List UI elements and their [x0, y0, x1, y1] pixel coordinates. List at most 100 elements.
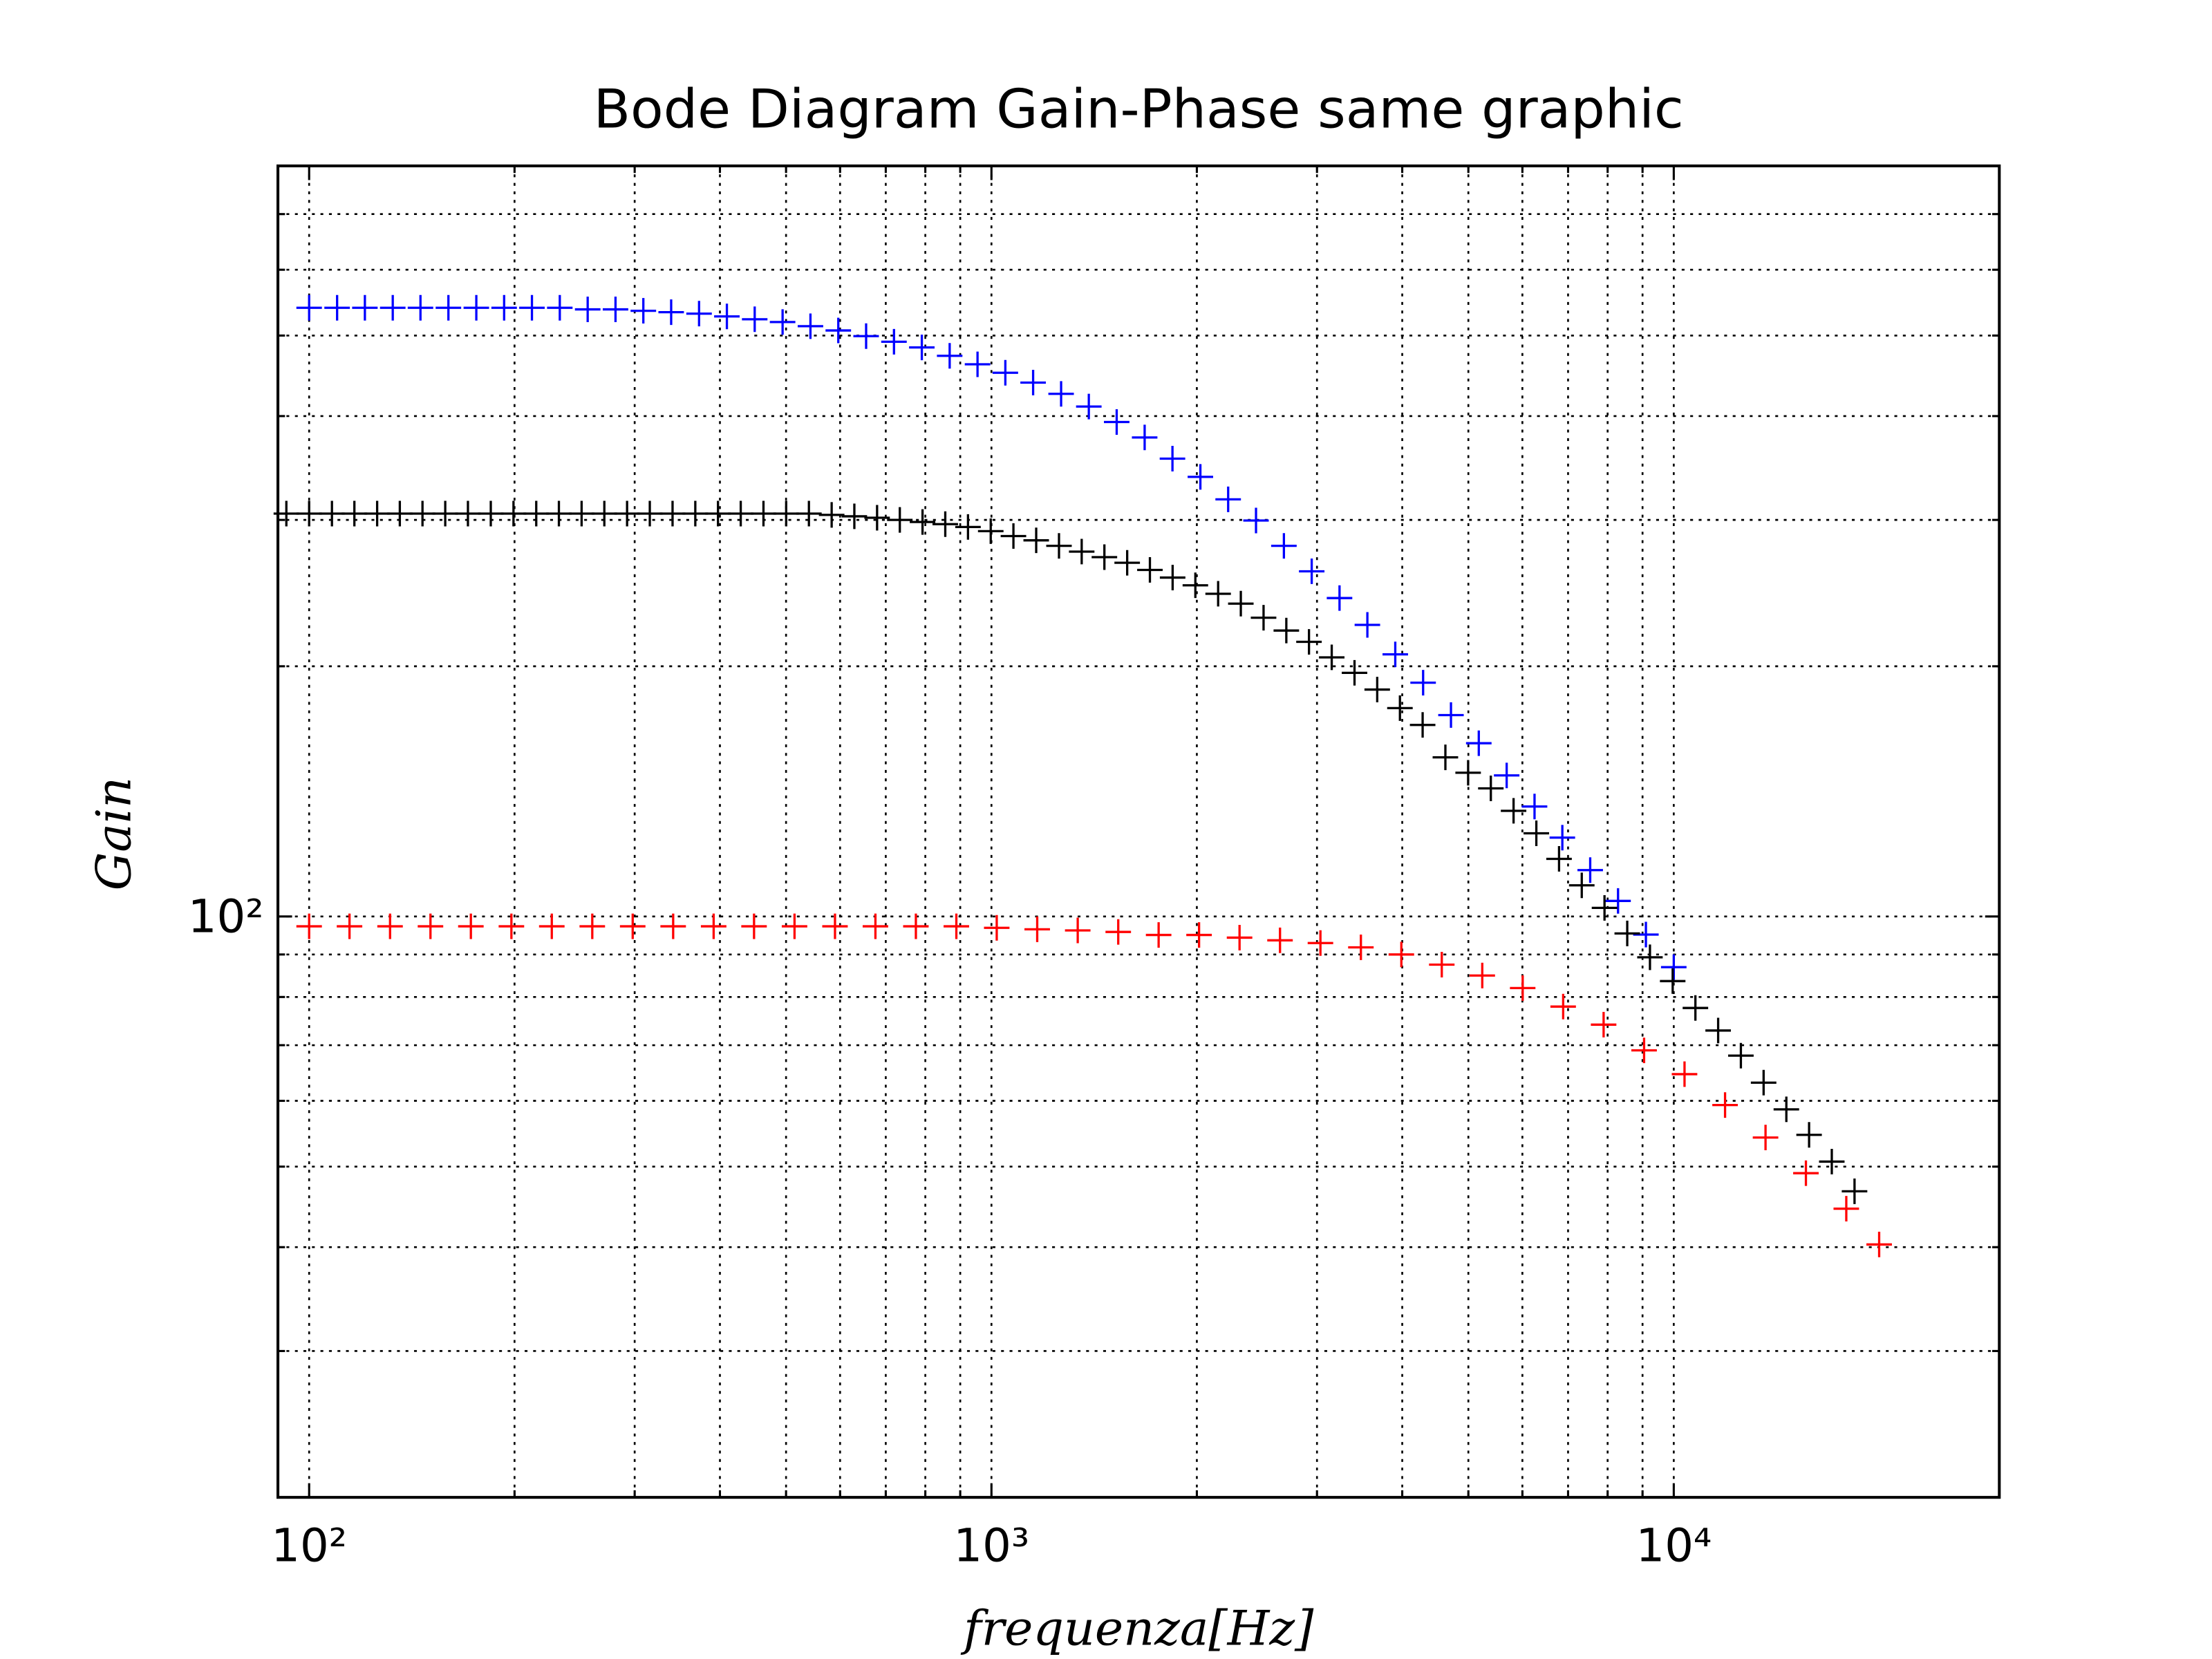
- data-point: [1023, 527, 1049, 554]
- data-point: [741, 913, 767, 939]
- data-point: [1299, 558, 1325, 584]
- data-point: [1671, 1061, 1698, 1087]
- chart-title: Bode Diagram Gain-Phase same graphic: [594, 79, 1684, 141]
- data-point: [1660, 968, 1686, 994]
- data-point: [1833, 1196, 1859, 1222]
- data-point: [341, 500, 368, 527]
- data-point: [1024, 916, 1050, 942]
- data-point: [1712, 1092, 1738, 1118]
- data-point: [491, 294, 517, 321]
- data-point: [1188, 464, 1213, 490]
- data-point: [1819, 1148, 1845, 1174]
- data-point: [1591, 894, 1618, 921]
- data-point: [1048, 381, 1074, 407]
- data-point: [1114, 550, 1141, 576]
- data-point: [602, 297, 628, 323]
- data-point: [1866, 1231, 1892, 1257]
- data-point: [984, 915, 1010, 941]
- data-point: [1348, 934, 1374, 960]
- plot-marks: [273, 294, 1892, 1257]
- data-point: [797, 313, 823, 339]
- data-point: [296, 500, 322, 527]
- data-point: [1605, 888, 1631, 914]
- data-point: [1243, 507, 1269, 534]
- data-point: [1319, 644, 1345, 671]
- data-point: [944, 913, 969, 939]
- y-tick-label: 10²: [188, 890, 264, 943]
- data-point: [825, 317, 852, 344]
- data-point: [1633, 921, 1659, 948]
- data-point: [955, 514, 981, 540]
- data-point: [352, 294, 378, 321]
- x-tick-label: 10⁴: [1635, 1519, 1712, 1572]
- data-point: [547, 294, 573, 321]
- data-point: [1521, 794, 1548, 820]
- data-point: [660, 913, 686, 939]
- grid: [278, 165, 2000, 1498]
- data-point: [1182, 572, 1208, 599]
- data-point: [887, 507, 913, 533]
- data-point: [686, 301, 712, 327]
- data-point: [1342, 659, 1367, 686]
- data-point: [407, 294, 433, 321]
- data-point: [728, 500, 754, 527]
- data-point: [1076, 393, 1102, 420]
- data-point: [1510, 975, 1536, 1001]
- data-point: [324, 294, 350, 321]
- data-point: [1104, 409, 1130, 435]
- data-point: [1501, 798, 1527, 824]
- data-point: [1250, 605, 1277, 631]
- data-point: [977, 518, 1004, 544]
- data-point: [964, 351, 991, 377]
- data-point: [591, 500, 617, 527]
- data-point: [881, 328, 907, 355]
- data-point: [1307, 930, 1333, 956]
- data-point: [773, 500, 799, 527]
- data-point: [841, 503, 868, 529]
- data-point: [659, 500, 686, 527]
- data-point: [296, 913, 322, 939]
- data-point: [574, 297, 601, 323]
- data-point: [1705, 1018, 1732, 1044]
- data-point: [682, 500, 709, 527]
- x-axis-label: frequenza[Hz]: [960, 1600, 1314, 1656]
- data-point: [1069, 538, 1095, 565]
- data-point: [1137, 556, 1163, 583]
- data-point: [1105, 919, 1132, 945]
- data-point: [769, 309, 796, 335]
- data-point: [658, 299, 684, 326]
- data-point: [932, 511, 958, 537]
- data-point: [909, 335, 935, 361]
- data-point: [1524, 821, 1550, 846]
- data-point: [1637, 944, 1663, 971]
- data-point: [1364, 677, 1390, 703]
- data-point: [714, 303, 740, 330]
- data-point: [1683, 995, 1709, 1021]
- data-point: [379, 294, 406, 321]
- data-point: [1065, 917, 1091, 944]
- data-point: [458, 913, 484, 939]
- data-point: [1469, 962, 1495, 988]
- data-point: [1455, 760, 1481, 786]
- data-point: [1186, 922, 1212, 948]
- data-point: [742, 306, 768, 332]
- data-point: [1273, 617, 1300, 644]
- data-point: [1046, 533, 1072, 559]
- data-point: [637, 500, 663, 527]
- data-point: [853, 323, 879, 349]
- data-point: [1159, 446, 1185, 471]
- data-point: [1228, 590, 1254, 617]
- data-point: [1546, 846, 1572, 872]
- data-point: [1432, 744, 1459, 771]
- data-point: [568, 500, 594, 527]
- data-point: [796, 500, 822, 527]
- data-point: [546, 500, 572, 527]
- data-point: [1465, 730, 1492, 756]
- data-point: [1226, 924, 1253, 950]
- data-point: [1388, 941, 1414, 968]
- data-point: [1296, 629, 1322, 655]
- data-point: [1494, 762, 1520, 789]
- data-point: [630, 298, 657, 324]
- data-point: [705, 500, 731, 527]
